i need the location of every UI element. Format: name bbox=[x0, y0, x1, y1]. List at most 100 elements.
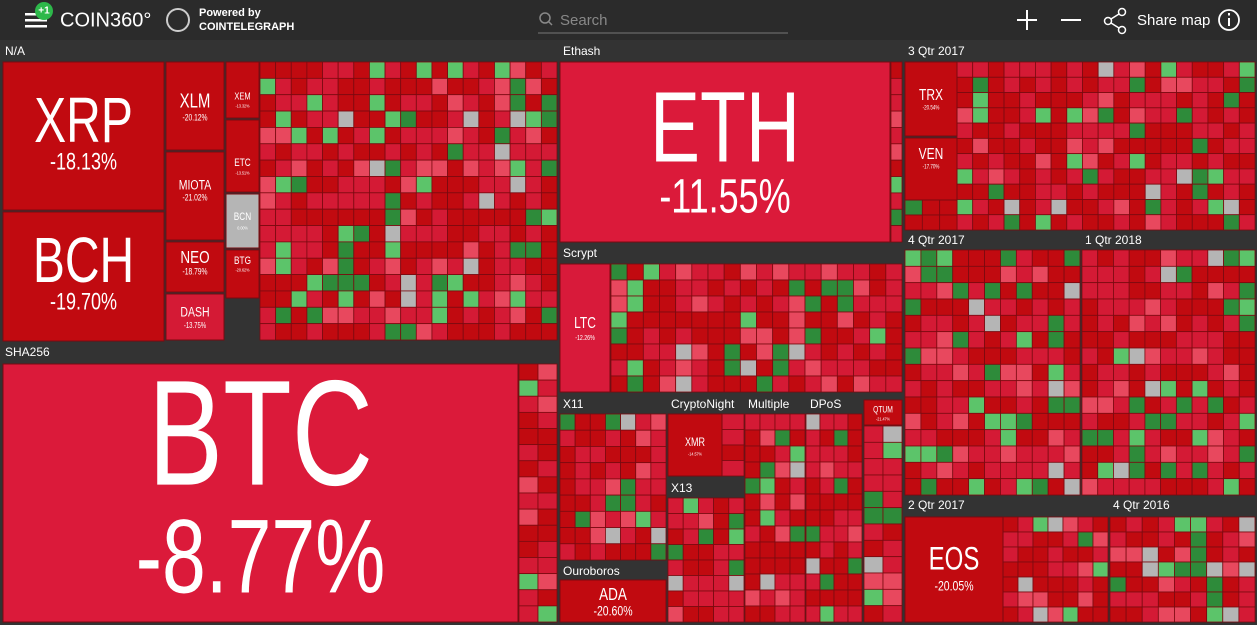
coin-cell[interactable] bbox=[1191, 107, 1209, 124]
coin-cell[interactable] bbox=[1109, 606, 1127, 623]
coin-cell[interactable] bbox=[904, 429, 922, 447]
coin-cell[interactable] bbox=[1128, 363, 1146, 382]
coin-cell[interactable] bbox=[984, 396, 1001, 414]
coin-cell[interactable] bbox=[494, 159, 511, 177]
coin-tile[interactable]: ADA-20.60% bbox=[559, 579, 667, 623]
coin-cell[interactable] bbox=[1175, 478, 1193, 496]
coin-cell[interactable] bbox=[431, 77, 448, 96]
coin-cell[interactable] bbox=[1019, 61, 1036, 78]
coin-cell[interactable] bbox=[789, 461, 806, 479]
coin-cell[interactable] bbox=[1047, 478, 1065, 496]
coin-cell[interactable] bbox=[869, 343, 887, 361]
coin-cell[interactable] bbox=[713, 575, 730, 592]
coin-cell[interactable] bbox=[956, 92, 974, 109]
coin-cell[interactable] bbox=[1125, 606, 1143, 623]
coin-cell[interactable] bbox=[620, 478, 637, 496]
coin-cell[interactable] bbox=[1157, 516, 1175, 533]
coin-cell[interactable] bbox=[1032, 561, 1049, 578]
coin-cell[interactable] bbox=[1223, 380, 1240, 398]
coin-cell[interactable] bbox=[1113, 153, 1130, 170]
coin-cell[interactable] bbox=[540, 241, 558, 259]
coin-cell[interactable] bbox=[518, 540, 539, 558]
coin-cell[interactable] bbox=[744, 493, 761, 511]
coin-cell[interactable] bbox=[819, 509, 835, 527]
coin-cell[interactable] bbox=[540, 110, 558, 128]
coin-cell[interactable] bbox=[1015, 249, 1033, 267]
coin-cell[interactable] bbox=[728, 606, 745, 623]
coin-cell[interactable] bbox=[589, 446, 606, 464]
coin-cell[interactable] bbox=[1097, 298, 1114, 316]
coin-cell[interactable] bbox=[1238, 591, 1256, 608]
coin-cell[interactable] bbox=[987, 214, 1005, 231]
coin-cell[interactable] bbox=[1050, 214, 1068, 231]
coin-cell[interactable] bbox=[259, 61, 277, 79]
coin-cell[interactable] bbox=[415, 192, 433, 210]
coin-cell[interactable] bbox=[275, 110, 292, 128]
coin-cell[interactable] bbox=[819, 525, 835, 543]
coin-cell[interactable] bbox=[509, 192, 527, 210]
coin-cell[interactable] bbox=[659, 359, 677, 377]
coin-cell[interactable] bbox=[642, 295, 660, 313]
coin-cell[interactable] bbox=[952, 298, 970, 316]
coin-cell[interactable] bbox=[1047, 363, 1065, 382]
coin-cell[interactable] bbox=[1062, 606, 1079, 623]
coin-cell[interactable] bbox=[1222, 516, 1240, 533]
coin-cell[interactable] bbox=[478, 159, 495, 177]
coin-cell[interactable] bbox=[620, 446, 637, 464]
coin-cell[interactable] bbox=[1015, 363, 1033, 382]
coin-cell[interactable] bbox=[540, 77, 558, 96]
coin-cell[interactable] bbox=[836, 279, 854, 297]
coin-cell[interactable] bbox=[698, 559, 715, 576]
coin-cell[interactable] bbox=[259, 208, 277, 226]
coin-cell[interactable] bbox=[369, 208, 386, 226]
coin-cell[interactable] bbox=[1191, 380, 1209, 398]
coin-cell[interactable] bbox=[1063, 331, 1081, 349]
coin-cell[interactable] bbox=[820, 359, 838, 377]
coin-cell[interactable] bbox=[415, 323, 433, 341]
coin-cell[interactable] bbox=[384, 94, 402, 112]
coin-cell[interactable] bbox=[509, 257, 527, 275]
coin-cell[interactable] bbox=[1077, 561, 1094, 578]
coin-cell[interactable] bbox=[863, 425, 884, 443]
coin-cell[interactable] bbox=[936, 461, 954, 480]
coin-cell[interactable] bbox=[1077, 546, 1094, 563]
coin-cell[interactable] bbox=[1113, 107, 1130, 124]
coin-cell[interactable] bbox=[1222, 591, 1240, 608]
coin-cell[interactable] bbox=[1113, 122, 1130, 139]
coin-cell[interactable] bbox=[1000, 380, 1017, 398]
coin-tile[interactable]: TRX-20.54% bbox=[904, 61, 958, 137]
coin-cell[interactable] bbox=[1144, 76, 1162, 93]
coin-cell[interactable] bbox=[904, 331, 922, 349]
coin-cell[interactable] bbox=[1207, 265, 1224, 284]
coin-cell[interactable] bbox=[972, 61, 989, 78]
coin-cell[interactable] bbox=[691, 343, 709, 361]
coin-cell[interactable] bbox=[589, 510, 606, 528]
coin-cell[interactable] bbox=[1191, 249, 1209, 267]
coin-cell[interactable] bbox=[739, 359, 757, 377]
coin-cell[interactable] bbox=[1238, 298, 1256, 316]
coin-cell[interactable] bbox=[275, 274, 292, 292]
coin-cell[interactable] bbox=[805, 573, 821, 591]
coin-cell[interactable] bbox=[447, 77, 464, 96]
coin-cell[interactable] bbox=[369, 323, 386, 341]
coin-cell[interactable] bbox=[667, 497, 684, 514]
coin-cell[interactable] bbox=[756, 311, 774, 329]
coin-cell[interactable] bbox=[1160, 298, 1177, 316]
coin-cell[interactable] bbox=[1000, 314, 1017, 333]
coin-cell[interactable] bbox=[728, 544, 745, 561]
coin-cell[interactable] bbox=[772, 279, 790, 297]
coin-cell[interactable] bbox=[904, 199, 923, 216]
coin-cell[interactable] bbox=[1097, 282, 1114, 300]
coin-cell[interactable] bbox=[698, 497, 715, 514]
coin-cell[interactable] bbox=[836, 263, 854, 281]
coin-cell[interactable] bbox=[774, 557, 791, 575]
coin-cell[interactable] bbox=[744, 509, 761, 527]
coin-cell[interactable] bbox=[337, 257, 355, 275]
coin-cell[interactable] bbox=[1157, 561, 1175, 578]
coin-cell[interactable] bbox=[337, 127, 355, 145]
coin-cell[interactable] bbox=[952, 265, 970, 284]
coin-cell[interactable] bbox=[447, 143, 464, 161]
coin-cell[interactable] bbox=[369, 290, 386, 308]
coin-cell[interactable] bbox=[882, 474, 903, 492]
coin-cell[interactable] bbox=[1003, 199, 1021, 216]
